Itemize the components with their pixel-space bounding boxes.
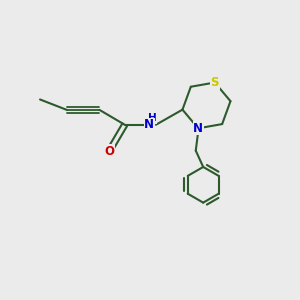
Text: N: N xyxy=(193,122,203,135)
Text: H: H xyxy=(148,113,157,123)
Text: S: S xyxy=(211,76,219,89)
Text: N: N xyxy=(144,118,154,131)
Text: O: O xyxy=(105,145,115,158)
